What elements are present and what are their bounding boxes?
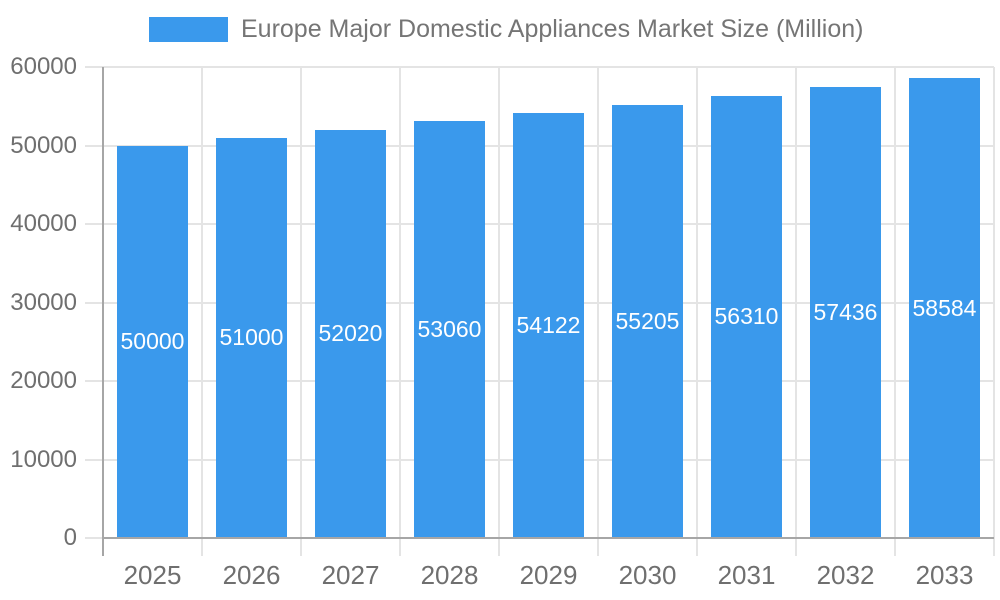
x-tick-label: 2032 (816, 560, 875, 590)
x-tick-label: 2025 (123, 560, 182, 590)
y-tick-label: 50000 (10, 131, 77, 159)
x-tick-label: 2033 (915, 560, 974, 590)
y-axis-tick (85, 537, 103, 539)
x-axis-tick (597, 538, 599, 556)
x-axis-tick (399, 538, 401, 556)
x-tick-label: 2026 (222, 560, 281, 590)
x-axis-tick (498, 538, 500, 556)
bar[interactable]: 55205 (612, 104, 683, 538)
v-gridline (894, 67, 896, 538)
y-axis-tick (85, 301, 103, 304)
x-axis-tick (201, 538, 203, 556)
bar-value-label: 50000 (120, 328, 185, 355)
x-axis-tick (795, 538, 797, 556)
bar[interactable]: 51000 (216, 137, 287, 538)
y-tick-label: 0 (63, 524, 77, 551)
legend-label: Europe Major Domestic Appliances Market … (241, 15, 864, 43)
bar[interactable]: 53060 (414, 121, 485, 538)
bar[interactable]: 57436 (810, 87, 881, 538)
v-gridline (696, 67, 698, 538)
x-tick-label: 2028 (420, 560, 479, 590)
x-axis-tick (300, 538, 302, 556)
y-tick-label: 40000 (10, 210, 77, 237)
v-gridline (300, 67, 302, 538)
y-axis-tick (85, 458, 103, 461)
y-tick-label: 20000 (10, 367, 77, 394)
h-gridline (103, 66, 994, 68)
legend[interactable]: Europe Major Domestic Appliances Market … (149, 14, 863, 44)
y-tick-label: 60000 (10, 53, 77, 80)
x-axis-tick (993, 538, 995, 556)
x-tick-label: 2031 (717, 560, 776, 590)
v-gridline (597, 67, 599, 538)
y-tick-label: 30000 (10, 288, 77, 316)
legend-swatch (149, 16, 228, 42)
x-tick-label: 2029 (519, 560, 578, 590)
bar-value-label: 53060 (417, 316, 482, 343)
plot-area: 0 10000 20000 30000 40000 50000 60000 50000 5100… (10, 53, 995, 590)
y-tick-label: 10000 (10, 445, 77, 473)
y-axis-tick (85, 380, 103, 382)
bar[interactable]: 52020 (315, 129, 386, 538)
y-axis-tick (85, 66, 103, 68)
y-axis-tick (85, 223, 103, 225)
v-gridline (399, 67, 401, 538)
x-axis-tick (894, 538, 896, 556)
bar[interactable]: 56310 (711, 95, 782, 538)
v-gridline (993, 67, 995, 538)
v-gridline (201, 67, 203, 538)
bar-value-label: 54122 (516, 312, 581, 339)
y-axis-tick (85, 144, 103, 147)
x-axis-line (103, 537, 994, 539)
bar[interactable]: 50000 (117, 145, 188, 538)
bar-value-label: 56310 (714, 303, 779, 330)
bar[interactable]: 58584 (909, 78, 980, 538)
x-axis-tick (696, 538, 698, 556)
y-axis-line (102, 67, 104, 556)
bar-value-label: 51000 (219, 324, 284, 351)
bar-value-label: 55205 (615, 307, 680, 334)
x-tick-label: 2027 (321, 560, 380, 590)
bar-value-label: 58584 (912, 294, 977, 321)
v-gridline (795, 67, 797, 538)
bar[interactable]: 54122 (513, 113, 584, 538)
bar-value-label: 52020 (318, 320, 383, 347)
v-gridline (498, 67, 500, 538)
bar-value-label: 57436 (813, 299, 878, 326)
x-tick-label: 2030 (618, 560, 677, 590)
